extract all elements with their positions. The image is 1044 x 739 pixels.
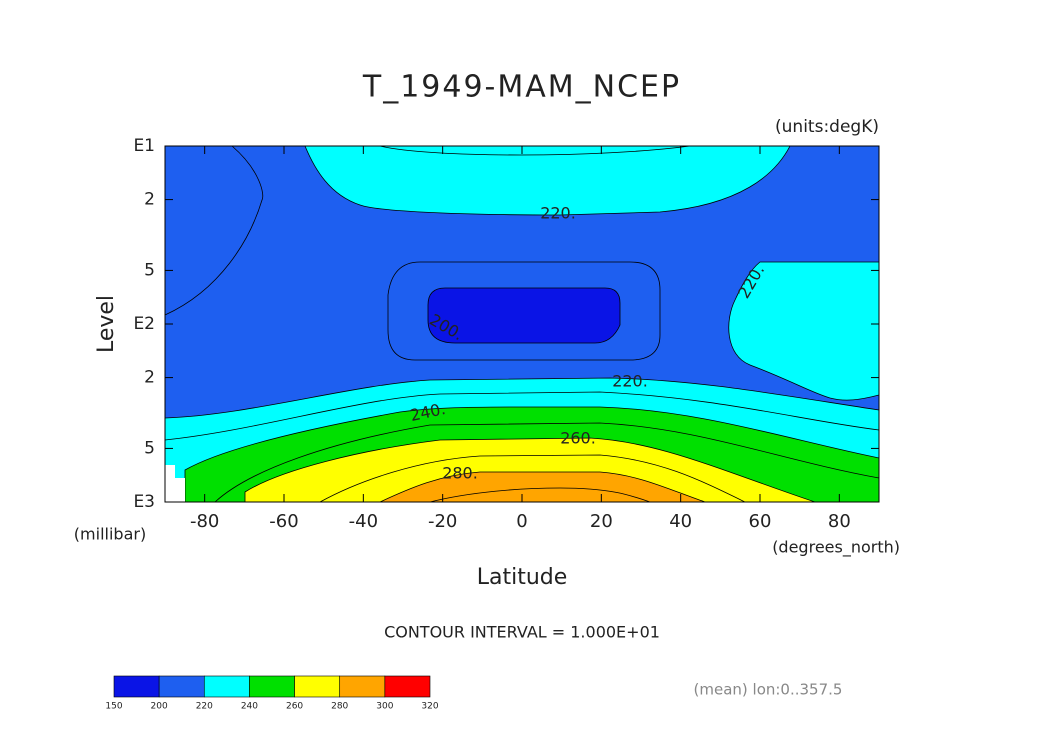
contour-line — [379, 145, 691, 156]
colorbar-label: 280 — [331, 702, 348, 712]
x-tick-label: 40 — [669, 511, 692, 532]
contour-line — [214, 422, 880, 503]
y-tick-label: 2 — [144, 368, 155, 388]
contour-line — [429, 487, 651, 503]
chart-title: T_1949-MAM_NCEP — [362, 70, 681, 105]
x-tick-label: -60 — [269, 511, 298, 532]
colorbar-band — [158, 675, 205, 698]
missing-data — [165, 465, 185, 502]
x-tick-label: -20 — [428, 511, 457, 532]
y-tick-label: 5 — [144, 438, 155, 458]
contour-region — [244, 437, 816, 503]
colorbar-band — [113, 675, 160, 698]
plot-area: 220. 220. 200. 220. 240. 260. 280. — [164, 145, 880, 503]
colorbar-band — [294, 675, 341, 698]
contour-region — [728, 261, 880, 401]
colorbar-band — [249, 675, 295, 698]
y-units-label: (millibar) — [74, 525, 146, 544]
x-axis-label: Latitude — [477, 565, 568, 590]
x-tick-label: 60 — [749, 511, 772, 532]
colorbar-label: 150 — [105, 702, 122, 712]
contour-region — [304, 145, 791, 216]
colorbar-label: 300 — [376, 702, 393, 712]
contour-label: 220. — [540, 204, 576, 223]
x-tick-label: 80 — [828, 511, 851, 532]
colorbar-band — [203, 675, 250, 698]
contour-label: 220. — [612, 372, 648, 391]
y-axis-label: Level — [94, 295, 119, 353]
colorbar-band — [339, 675, 386, 698]
contour-interval: CONTOUR INTERVAL = 1.000E+01 — [384, 623, 660, 642]
x-tick-label: 20 — [590, 511, 613, 532]
units-label: (units:degK) — [775, 117, 879, 137]
y-tick-label: 5 — [144, 260, 155, 280]
y-tick-label: E3 — [133, 492, 155, 512]
colorbar-band — [384, 675, 431, 698]
colorbar-label: 240 — [241, 702, 258, 712]
contour-region — [427, 287, 621, 344]
x-tick-label: -80 — [190, 511, 219, 532]
x-units-label: (degrees_north) — [772, 538, 900, 558]
contour-line — [319, 454, 746, 503]
x-tick-label: 0 — [516, 511, 527, 532]
y-tick-label: E1 — [133, 136, 155, 156]
colorbar-label: 200 — [151, 702, 168, 712]
y-tick-label: E2 — [133, 314, 155, 334]
contour-line — [387, 261, 661, 361]
contour-line — [164, 145, 264, 316]
colorbar-label: 260 — [286, 702, 303, 712]
footnote: (mean) lon:0..357.5 — [694, 681, 843, 699]
x-tick-label: -40 — [349, 511, 378, 532]
contour-region — [379, 471, 706, 503]
contour-line — [164, 391, 880, 441]
contour-label: 280. — [442, 464, 478, 483]
colorbar-label: 320 — [421, 702, 438, 712]
colorbar-label: 220 — [196, 702, 213, 712]
y-tick-label: 2 — [144, 190, 155, 210]
contour-label: 260. — [560, 429, 596, 448]
